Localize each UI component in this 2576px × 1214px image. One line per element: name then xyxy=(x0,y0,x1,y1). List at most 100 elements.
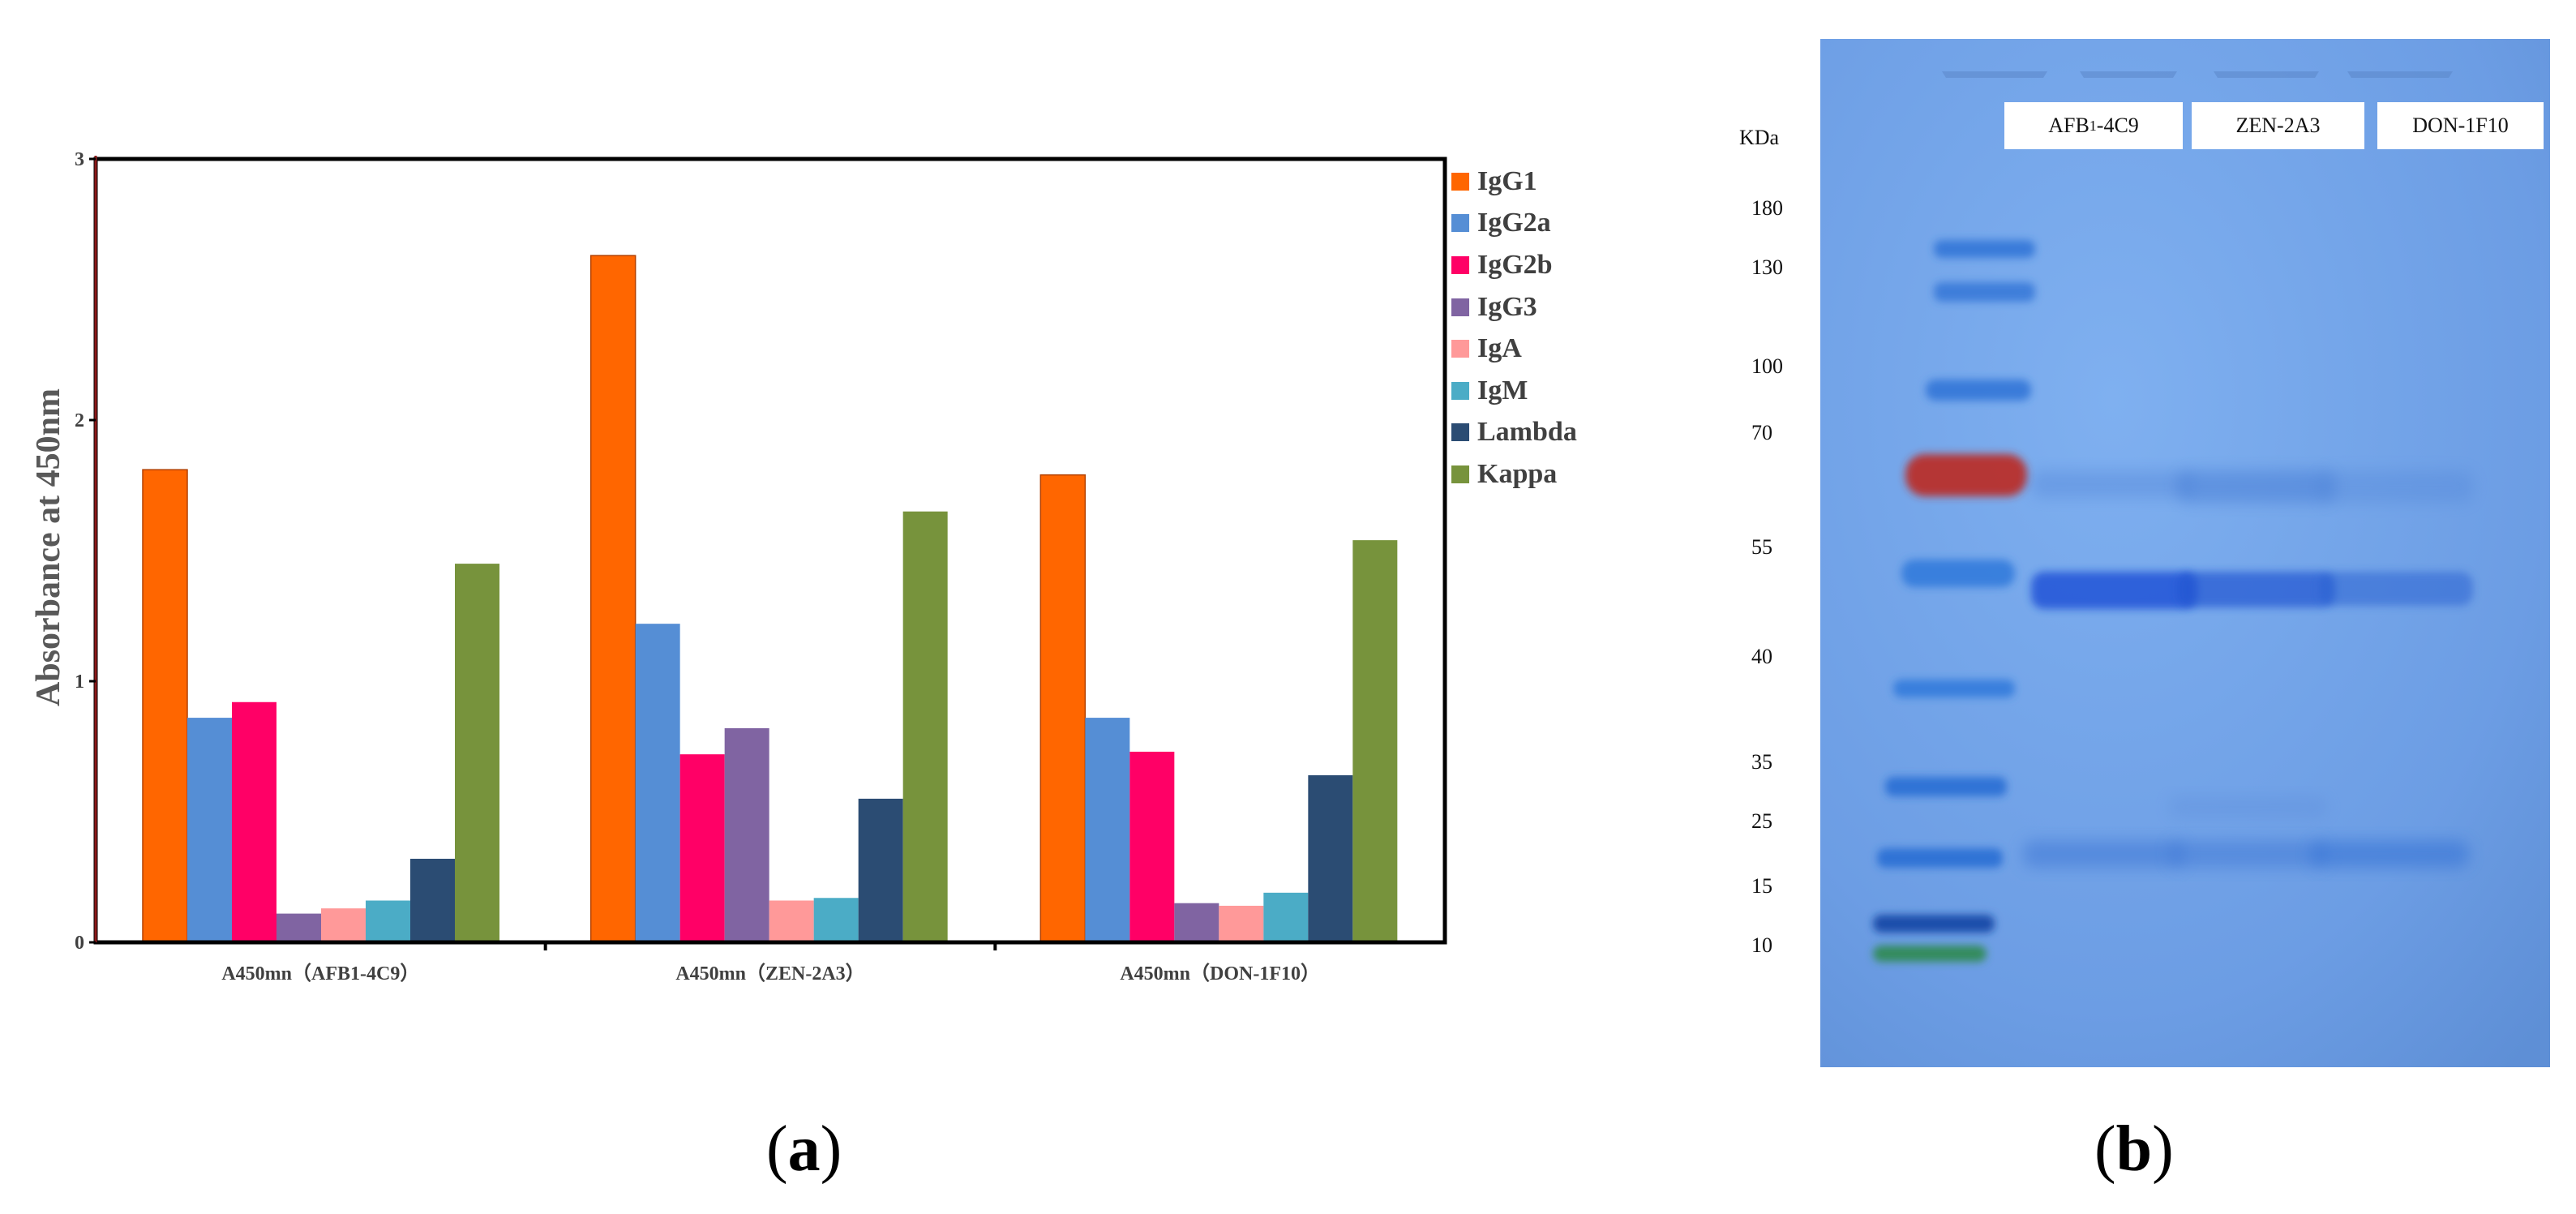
bar-kappa xyxy=(1352,540,1398,942)
sample-band xyxy=(2319,470,2473,503)
bar-igg2a xyxy=(187,718,232,942)
bar-igg2b xyxy=(1129,751,1175,942)
sample-band xyxy=(2169,796,2327,817)
x-tick-label: A450mn（ZEN-2A3） xyxy=(675,963,864,984)
legend-label: Lambda xyxy=(1477,417,1577,448)
gel-lane-label-zen: ZEN-2A3 xyxy=(2192,102,2364,149)
ladder-band xyxy=(1934,240,2035,258)
chart-legend: IgG1 IgG2a IgG2b IgG3 IgA IgM Lambda Kappa xyxy=(1451,161,1577,495)
y-tick-label: 2 xyxy=(75,410,84,431)
chart-axes: A450mn（AFB1-4C9） A450mn（ZEN-2A3） A450mn（DO… xyxy=(75,149,1447,984)
legend-swatch xyxy=(1451,298,1469,316)
gel-well xyxy=(2080,71,2177,78)
lane-label-text: ZEN-2A3 xyxy=(2235,114,2321,137)
sample-band xyxy=(2177,470,2335,503)
panel-b-caption: (b) xyxy=(2094,1113,2174,1186)
bar-iga xyxy=(1219,905,1264,942)
legend-label: IgG2b xyxy=(1477,249,1553,280)
legend-item: IgG1 xyxy=(1451,161,1577,203)
legend-label: IgG1 xyxy=(1477,165,1537,196)
sample-band xyxy=(2177,572,2335,607)
x-tick-label: A450mn（DON-1F10） xyxy=(1120,963,1320,984)
bar-igg2b xyxy=(679,754,725,942)
sample-band xyxy=(2031,572,2197,609)
panel-a-label: (a) xyxy=(766,1113,842,1185)
panel-a-caption: (a) xyxy=(766,1113,842,1186)
panel-b-label: (b) xyxy=(2094,1113,2174,1185)
bar-igg3 xyxy=(724,727,769,942)
legend-label: Kappa xyxy=(1477,458,1558,489)
gel-marker-180: 180 xyxy=(1751,196,1783,220)
legend-label: IgG2a xyxy=(1477,208,1551,238)
lane-label-prefix: AFB xyxy=(2048,114,2090,137)
legend-label: IgG3 xyxy=(1477,291,1537,322)
ladder-band xyxy=(1901,560,2015,587)
gel-marker-25: 25 xyxy=(1751,809,1772,833)
bar-igg1 xyxy=(142,469,188,943)
bar-lambda xyxy=(858,798,903,942)
sample-band xyxy=(2031,470,2193,498)
gel-well xyxy=(2347,71,2453,78)
legend-swatch xyxy=(1451,423,1469,442)
chart-plot-area xyxy=(96,159,1445,942)
bar-igg3 xyxy=(1174,903,1219,942)
sample-band xyxy=(2023,840,2185,868)
bar-lambda xyxy=(1308,774,1353,942)
bar-iga xyxy=(321,908,366,942)
bar-igm xyxy=(1263,892,1309,942)
legend-item: IgA xyxy=(1451,328,1577,370)
legend-swatch xyxy=(1451,340,1469,358)
legend-item: IgG2b xyxy=(1451,244,1577,286)
sample-band xyxy=(2169,840,2327,868)
bar-igg2a xyxy=(635,624,680,942)
legend-swatch xyxy=(1451,381,1469,400)
sample-band xyxy=(2311,840,2469,868)
legend-item: IgG2a xyxy=(1451,203,1577,245)
bar-igg3 xyxy=(276,913,321,942)
legend-item: IgM xyxy=(1451,370,1577,412)
legend-item: Lambda xyxy=(1451,412,1577,454)
gel-marker-100: 100 xyxy=(1751,354,1783,378)
gel-wells xyxy=(1942,71,2453,78)
gel-marker-130: 130 xyxy=(1751,255,1783,279)
y-tick-label: 1 xyxy=(75,671,84,693)
gel-well xyxy=(2214,71,2319,78)
gel-marker-70: 70 xyxy=(1751,421,1772,444)
gel-marker-35: 35 xyxy=(1751,750,1772,774)
gel-marker-55: 55 xyxy=(1751,535,1772,559)
lane-label-suffix: -4C9 xyxy=(2096,114,2139,137)
bar-kappa xyxy=(455,564,499,942)
bar-igg1 xyxy=(589,255,636,943)
bar-igg1 xyxy=(1039,474,1087,943)
y-tick-label: 0 xyxy=(75,933,84,954)
gel-marker-10: 10 xyxy=(1751,933,1772,957)
lane-label-text: DON-1F10 xyxy=(2412,114,2509,137)
ladder-band xyxy=(1873,946,1987,962)
bar-lambda xyxy=(410,858,455,942)
bar-igg2a xyxy=(1085,718,1130,942)
legend-swatch xyxy=(1451,465,1469,483)
lane-label-subscript: 1 xyxy=(2089,117,2097,134)
ladder-band xyxy=(1893,680,2015,697)
ladder-band xyxy=(1885,777,2007,796)
legend-swatch xyxy=(1451,255,1469,274)
bar-igm xyxy=(813,898,859,942)
gel-lane-label-don: DON-1F10 xyxy=(2377,102,2544,149)
ladder-band xyxy=(1877,848,2003,868)
gel-lane-label-afb1: AFB 1 -4C9 xyxy=(2004,102,2183,149)
legend-swatch xyxy=(1451,172,1469,191)
legend-label: IgA xyxy=(1477,333,1522,364)
marker-ladder xyxy=(1873,240,2035,962)
legend-swatch xyxy=(1451,214,1469,233)
plot-background xyxy=(96,159,1445,942)
ladder-band xyxy=(1934,282,2035,302)
gel-unit-label: KDa xyxy=(1739,126,1780,149)
bar-kappa xyxy=(902,511,948,942)
gel-well xyxy=(1942,71,2047,78)
sample-band xyxy=(2319,572,2473,606)
legend-label: IgM xyxy=(1477,375,1528,405)
gel-background xyxy=(1820,39,2550,1067)
bar-iga xyxy=(769,900,814,942)
